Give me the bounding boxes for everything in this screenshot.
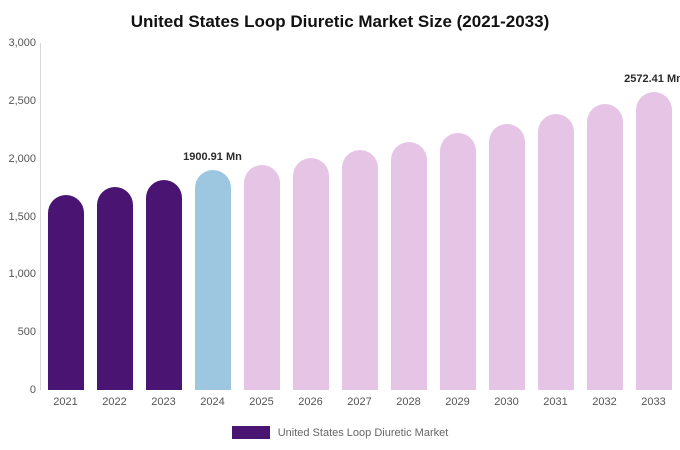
x-axis-tick-label-2025: 2025 (249, 396, 274, 408)
x-axis-tick-label-2024: 2024 (200, 396, 225, 408)
y-axis-tick-label: 0 (29, 384, 36, 396)
y-axis-tick-label: 2,000 (8, 152, 36, 165)
bar-column-2027 (335, 43, 384, 390)
bar-2022 (96, 187, 133, 390)
bar-column-2031 (531, 43, 580, 390)
x-axis-tick-label-2028: 2028 (396, 396, 421, 408)
bar-column-2025 (237, 43, 286, 390)
x-axis-tick-label-2033: 2033 (641, 396, 666, 408)
bar-column-2023 (139, 43, 188, 390)
bar-2030 (488, 123, 525, 390)
y-axis-tick-label: 1,000 (8, 268, 36, 281)
x-axis-tick-label-2032: 2032 (592, 396, 617, 408)
bar-value-label-2024: 1900.91 Mn (183, 151, 242, 164)
bar-2032 (586, 103, 623, 390)
bar-2023 (145, 180, 182, 390)
bar-column-2029 (433, 43, 482, 390)
bar-column-2022 (90, 43, 139, 390)
legend-label: United States Loop Diuretic Market (277, 426, 449, 439)
bar-column-2033: 2572.41 Mn (624, 43, 680, 390)
bar-2027 (341, 150, 378, 390)
bar-column-2028 (384, 43, 433, 390)
y-axis-tick-label: 3,000 (8, 37, 36, 49)
y-axis-line (40, 43, 41, 390)
bar-column-2026 (286, 43, 335, 390)
x-axis-tick-label-2029: 2029 (445, 396, 470, 408)
y-axis-tick-label: 1,500 (8, 210, 36, 223)
x-axis-tick-label-2023: 2023 (151, 396, 176, 408)
x-axis-tick-label-2030: 2030 (494, 396, 519, 408)
legend-swatch (231, 426, 270, 439)
bar-column-2024: 1900.91 Mn (183, 43, 242, 390)
bar-2028 (390, 141, 427, 390)
bar-column-2021 (41, 43, 90, 390)
y-axis: 3,000 2,500 2,000 1,500 1,000 500 0 (0, 37, 36, 396)
chart-title: United States Loop Diuretic Market Size … (130, 12, 550, 31)
bar-2031 (537, 114, 574, 390)
bar-2025 (243, 165, 280, 390)
x-axis-tick-label-2026: 2026 (298, 396, 323, 408)
x-axis-tick-label-2021: 2021 (53, 396, 78, 408)
x-axis-tick-label-2022: 2022 (102, 396, 127, 408)
bar-2029 (439, 133, 476, 390)
bar-2033 (635, 92, 672, 390)
x-axis-tick-label-2027: 2027 (347, 396, 372, 408)
y-axis-tick-label: 2,500 (8, 94, 36, 107)
bar-2021 (47, 194, 84, 390)
plot-area: 1900.91 Mn 2572.41 Mn (41, 43, 680, 390)
bar-column-2032 (580, 43, 629, 390)
x-axis: 2021 2022 2023 2024 2025 2026 2027 2028 2029 2030… (41, 396, 678, 408)
bar-2026 (292, 157, 329, 390)
bar-column-2030 (482, 43, 531, 390)
bar-value-label-2033: 2572.41 Mn (624, 73, 680, 86)
legend: United States Loop Diuretic Market (0, 426, 680, 439)
x-axis-tick-label-2031: 2031 (543, 396, 568, 408)
y-axis-tick-label: 500 (17, 326, 36, 339)
bar-2024 (194, 170, 231, 390)
